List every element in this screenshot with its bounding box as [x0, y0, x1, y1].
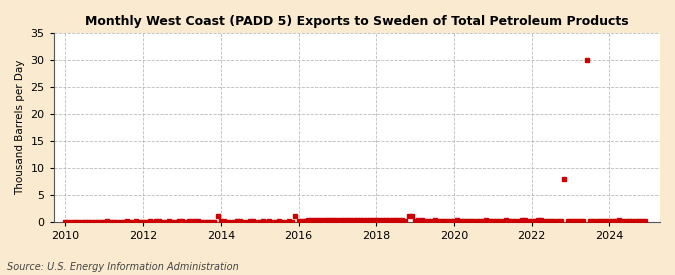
Y-axis label: Thousand Barrels per Day: Thousand Barrels per Day — [15, 60, 25, 195]
Title: Monthly West Coast (PADD 5) Exports to Sweden of Total Petroleum Products: Monthly West Coast (PADD 5) Exports to S… — [85, 15, 628, 28]
Text: Source: U.S. Energy Information Administration: Source: U.S. Energy Information Administ… — [7, 262, 238, 271]
